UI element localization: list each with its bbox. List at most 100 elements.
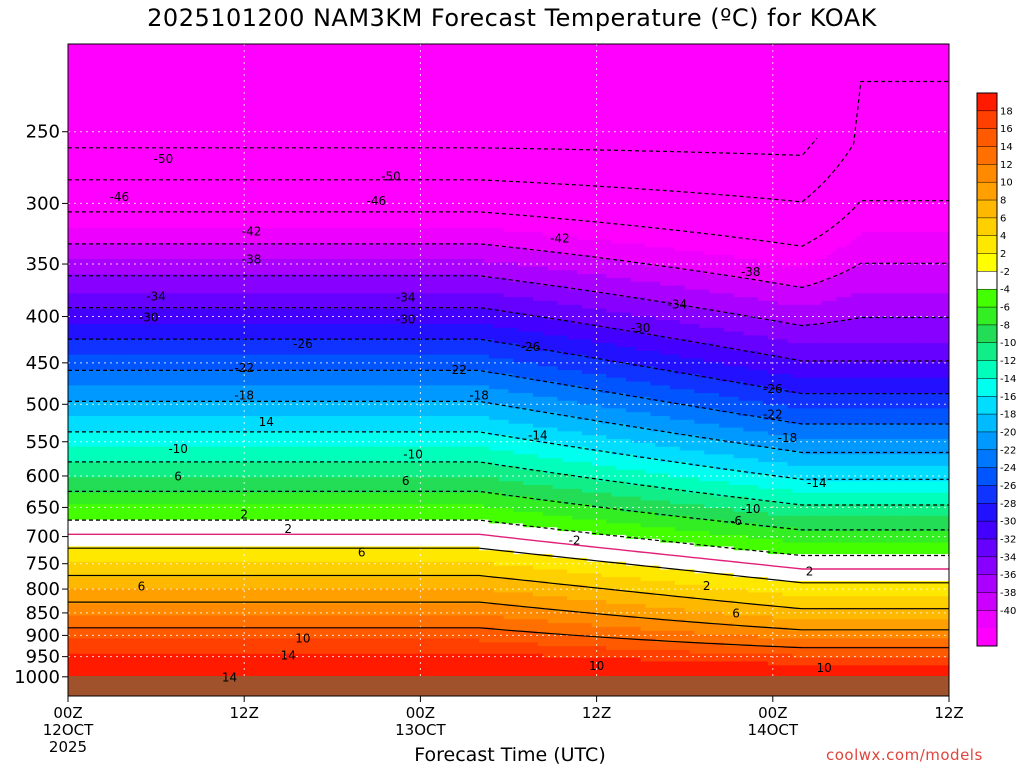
temperature-cell	[180, 370, 187, 375]
temperature-cell	[126, 343, 133, 348]
temperature-cell	[190, 642, 196, 647]
temperature-cell	[209, 189, 216, 195]
temperature-cell	[87, 59, 94, 64]
temperature-cell	[180, 185, 187, 191]
temperature-cell	[121, 97, 128, 103]
temperature-cell	[92, 251, 98, 256]
temperature-cell	[165, 151, 172, 156]
temperature-cell	[170, 607, 177, 613]
temperature-cell	[141, 404, 147, 409]
temperature-cell	[97, 642, 103, 647]
temperature-cell	[141, 565, 147, 571]
temperature-cell	[131, 55, 138, 60]
temperature-cell	[156, 182, 162, 187]
temperature-cell	[205, 109, 211, 114]
temperature-cell	[180, 462, 187, 467]
temperature-cell	[185, 377, 191, 383]
temperature-cell	[131, 251, 138, 256]
temperature-cell	[146, 82, 152, 87]
temperature-cell	[200, 316, 206, 321]
temperature-cell	[82, 97, 89, 103]
temperature-cell	[112, 44, 118, 49]
temperature-cell	[68, 47, 74, 53]
temperature-cell	[165, 220, 172, 225]
temperature-cell	[195, 496, 201, 501]
temperature-cell	[141, 580, 147, 586]
temperature-cell	[195, 281, 201, 287]
temperature-cell	[170, 423, 177, 429]
temperature-cell	[141, 120, 147, 126]
temperature-cell	[121, 672, 128, 678]
temperature-cell	[102, 419, 108, 425]
temperature-cell	[165, 262, 172, 268]
temperature-cell	[107, 274, 113, 279]
temperature-cell	[151, 519, 157, 525]
temperature-cell	[146, 603, 152, 609]
temperature-cell	[195, 343, 201, 348]
temperature-cell	[97, 343, 103, 348]
temperature-cell	[165, 630, 172, 636]
temperature-cell	[112, 335, 118, 340]
temperature-cell	[68, 289, 74, 294]
temperature-cell	[131, 228, 138, 233]
temperature-cell	[209, 136, 216, 141]
temperature-cell	[156, 481, 162, 486]
temperature-cell	[160, 416, 167, 421]
temperature-cell	[102, 565, 108, 571]
temperature-cell	[72, 485, 79, 490]
temperature-cell	[175, 331, 182, 337]
temperature-cell	[170, 500, 177, 505]
temperature-cell	[141, 385, 147, 390]
temperature-cell	[146, 592, 152, 597]
temperature-cell	[190, 93, 196, 99]
temperature-cell	[180, 423, 187, 429]
temperature-cell	[121, 320, 128, 325]
temperature-cell	[77, 511, 84, 517]
temperature-cell	[82, 642, 89, 647]
temperature-cell	[205, 435, 211, 440]
temperature-cell	[141, 335, 147, 340]
temperature-cell	[180, 385, 187, 390]
temperature-cell	[77, 389, 84, 394]
temperature-cell	[116, 346, 123, 352]
temperature-cell	[116, 354, 123, 360]
temperature-cell	[209, 224, 216, 229]
temperature-cell	[190, 335, 196, 340]
temperature-cell	[107, 511, 113, 517]
temperature-cell	[112, 623, 118, 628]
temperature-cell	[126, 492, 133, 498]
temperature-cell	[146, 116, 152, 122]
temperature-cell	[72, 377, 79, 383]
temperature-cell	[112, 312, 118, 317]
temperature-cell	[68, 427, 74, 432]
temperature-cell	[160, 224, 167, 229]
temperature-cell	[141, 251, 147, 256]
temperature-cell	[141, 162, 147, 168]
temperature-cell	[116, 281, 123, 287]
temperature-cell	[195, 205, 201, 210]
temperature-cell	[195, 105, 201, 110]
temperature-cell	[131, 381, 138, 386]
temperature-cell	[131, 331, 138, 337]
temperature-cell	[87, 343, 94, 348]
temperature-cell	[141, 47, 147, 53]
temperature-cell	[121, 132, 128, 137]
temperature-cell	[146, 109, 152, 114]
temperature-cell	[87, 354, 94, 360]
temperature-cell	[116, 132, 123, 137]
temperature-cell	[185, 300, 191, 306]
temperature-cell	[121, 281, 128, 287]
temperature-cell	[195, 55, 201, 60]
temperature-cell	[195, 220, 201, 225]
temperature-cell	[92, 147, 98, 152]
temperature-cell	[170, 124, 177, 129]
temperature-cell	[180, 362, 187, 367]
temperature-cell	[77, 531, 84, 536]
temperature-cell	[121, 462, 128, 467]
temperature-cell	[102, 243, 108, 248]
temperature-cell	[136, 450, 143, 455]
temperature-cell	[97, 469, 103, 475]
temperature-cell	[126, 105, 133, 110]
temperature-cell	[141, 354, 147, 360]
temperature-cell	[68, 446, 74, 452]
